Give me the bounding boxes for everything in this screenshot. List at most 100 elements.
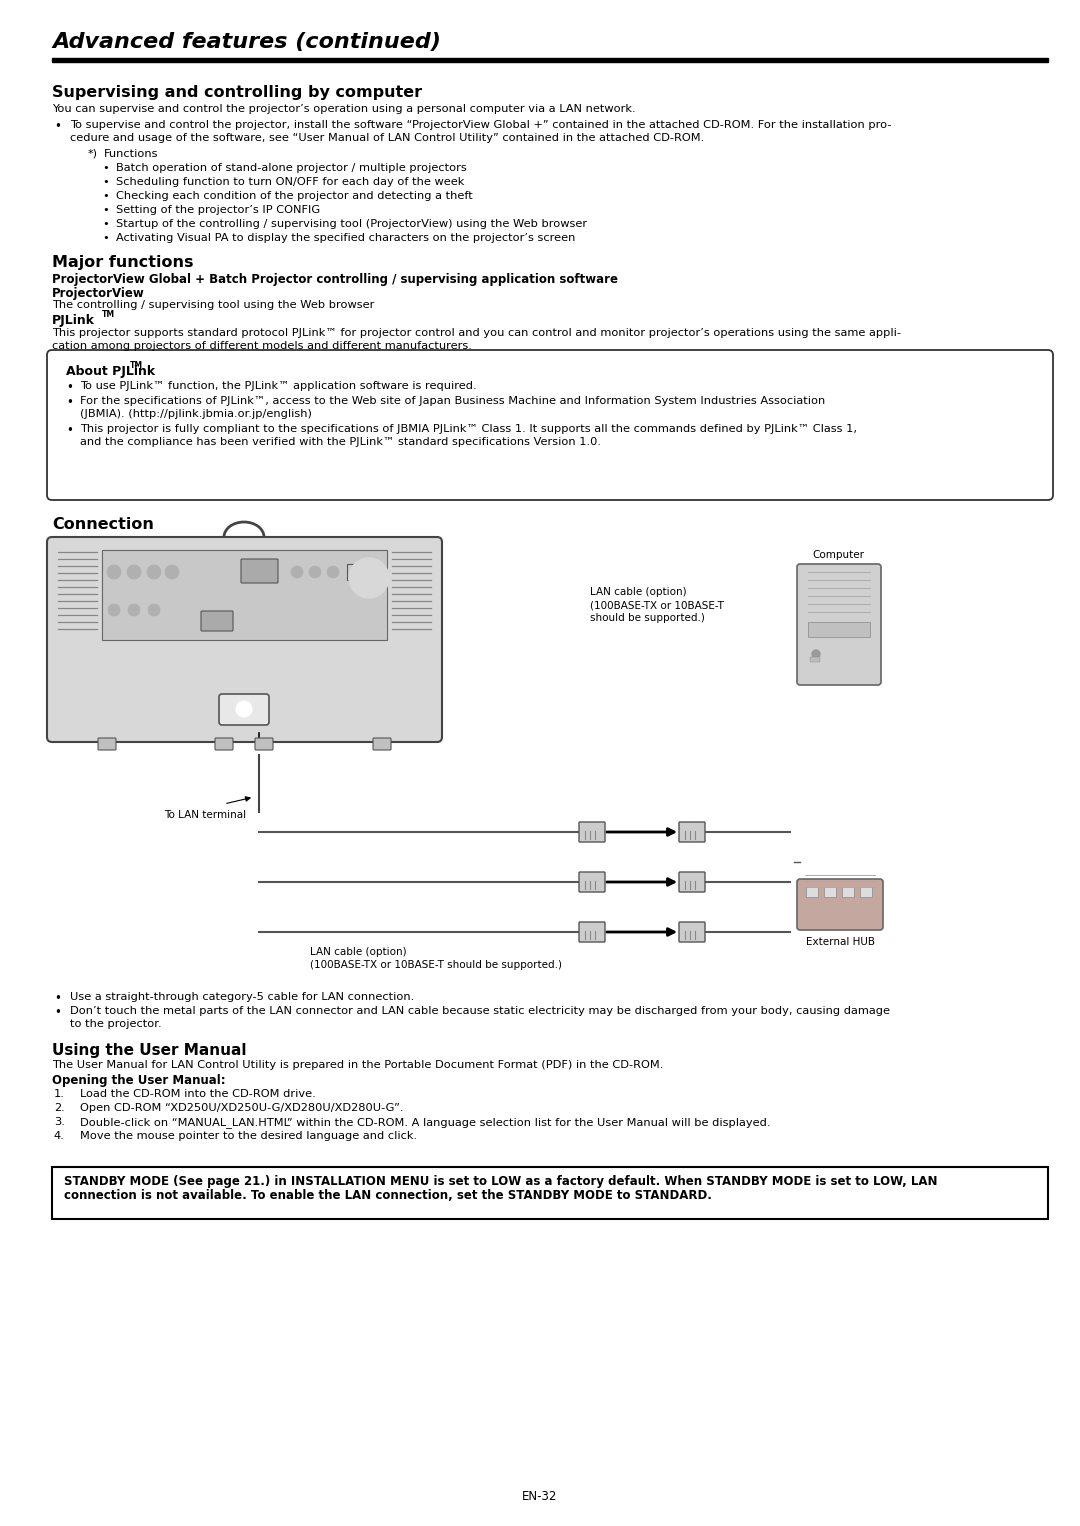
FancyBboxPatch shape xyxy=(201,610,233,630)
Text: Move the mouse pointer to the desired language and click.: Move the mouse pointer to the desired la… xyxy=(80,1131,417,1141)
Text: •: • xyxy=(54,121,60,133)
Circle shape xyxy=(148,604,160,617)
Text: M-D: M-D xyxy=(207,635,215,639)
Text: •: • xyxy=(66,424,72,436)
Text: For the specifications of PJLink™, access to the Web site of Japan Business Mach: For the specifications of PJLink™, acces… xyxy=(80,397,825,406)
FancyBboxPatch shape xyxy=(579,823,605,842)
FancyBboxPatch shape xyxy=(215,739,233,749)
Text: Supervising and controlling by computer: Supervising and controlling by computer xyxy=(52,85,422,101)
Text: AC IN: AC IN xyxy=(238,702,251,707)
Text: AUDIO OUT    USB IN    MONITOR OUT    SERIAL: AUDIO OUT USB IN MONITOR OUT SERIAL xyxy=(107,595,203,600)
Bar xyxy=(860,887,872,897)
Text: Checking each condition of the projector and detecting a theft: Checking each condition of the projector… xyxy=(116,191,473,201)
Text: Startup of the controlling / supervising tool (ProjectorView) using the Web brow: Startup of the controlling / supervising… xyxy=(116,220,588,229)
Text: Computer: Computer xyxy=(812,549,864,560)
Text: COMPUTER
COMPONENT VIDEO: COMPUTER COMPONENT VIDEO xyxy=(242,555,283,563)
Text: To supervise and control the projector, install the software “ProjectorView Glob: To supervise and control the projector, … xyxy=(70,121,891,130)
Text: This projector is fully compliant to the specifications of JBMIA PJLink™ Class 1: This projector is fully compliant to the… xyxy=(80,424,858,433)
FancyBboxPatch shape xyxy=(579,922,605,942)
Text: Functions: Functions xyxy=(104,150,159,159)
Bar xyxy=(810,658,820,662)
Bar xyxy=(102,549,387,639)
Text: Opening the User Manual:: Opening the User Manual: xyxy=(52,1074,226,1087)
Circle shape xyxy=(127,565,141,578)
FancyBboxPatch shape xyxy=(579,871,605,893)
Text: (JBMIA). (http://pjlink.jbmia.or.jp/english): (JBMIA). (http://pjlink.jbmia.or.jp/engl… xyxy=(80,409,312,420)
Bar xyxy=(806,887,818,897)
Text: connection is not available. To enable the LAN connection, set the STANDBY MODE : connection is not available. To enable t… xyxy=(64,1189,712,1202)
Text: About PJLink: About PJLink xyxy=(66,365,156,378)
Text: •: • xyxy=(54,992,60,1006)
FancyBboxPatch shape xyxy=(679,922,705,942)
Bar xyxy=(52,58,1048,63)
Text: AUDIO IN-3  AUDIO IN-4  S-VIDEO: AUDIO IN-3 AUDIO IN-4 S-VIDEO xyxy=(107,618,175,623)
Text: Double-click on “MANUAL_LAN.HTML” within the CD-ROM. A language selection list f: Double-click on “MANUAL_LAN.HTML” within… xyxy=(80,1117,770,1128)
Text: •: • xyxy=(102,220,109,229)
FancyBboxPatch shape xyxy=(797,565,881,685)
Text: and the compliance has been verified with the PJLink™ standard specifications Ve: and the compliance has been verified wit… xyxy=(80,436,600,447)
Text: •: • xyxy=(54,1006,60,1019)
Text: 3.: 3. xyxy=(54,1117,65,1128)
Circle shape xyxy=(309,566,321,578)
Text: Scheduling function to turn ON/OFF for each day of the week: Scheduling function to turn ON/OFF for e… xyxy=(116,177,464,188)
Circle shape xyxy=(108,604,120,617)
Text: •: • xyxy=(102,191,109,201)
Text: •: • xyxy=(102,177,109,188)
Circle shape xyxy=(165,565,179,578)
Text: Load the CD-ROM into the CD-ROM drive.: Load the CD-ROM into the CD-ROM drive. xyxy=(80,1090,315,1099)
Circle shape xyxy=(327,566,339,578)
Bar xyxy=(347,565,361,580)
Text: LAN cable (option): LAN cable (option) xyxy=(310,948,407,957)
Text: LAN cable (option): LAN cable (option) xyxy=(590,588,687,597)
Text: cedure and usage of the software, see “User Manual of LAN Control Utility” conta: cedure and usage of the software, see “U… xyxy=(70,133,704,143)
Text: EN-32: EN-32 xyxy=(523,1489,557,1503)
Text: AUDIO IN-1  AUDIO IN-2  S-VIDEO: AUDIO IN-1 AUDIO IN-2 S-VIDEO xyxy=(107,555,175,559)
Text: The controlling / supervising tool using the Web browser: The controlling / supervising tool using… xyxy=(52,301,375,310)
FancyBboxPatch shape xyxy=(48,537,442,742)
Text: Batch operation of stand-alone projector / multiple projectors: Batch operation of stand-alone projector… xyxy=(116,163,467,172)
Text: TM: TM xyxy=(102,310,116,319)
Text: (100BASE-TX or 10BASE-T should be supported.): (100BASE-TX or 10BASE-T should be suppor… xyxy=(310,960,562,971)
FancyBboxPatch shape xyxy=(255,739,273,749)
FancyBboxPatch shape xyxy=(373,739,391,749)
Text: *): *) xyxy=(87,150,98,159)
Text: •: • xyxy=(102,233,109,243)
Text: PJLink: PJLink xyxy=(52,314,95,327)
Text: •: • xyxy=(66,397,72,409)
Text: ProjectorView Global + Batch Projector controlling / supervising application sof: ProjectorView Global + Batch Projector c… xyxy=(52,273,618,285)
Text: to the projector.: to the projector. xyxy=(70,1019,162,1029)
Circle shape xyxy=(291,566,303,578)
Circle shape xyxy=(237,700,252,717)
Circle shape xyxy=(129,604,140,617)
Bar xyxy=(52,1167,1048,1219)
Text: Open CD-ROM “XD250U/XD250U-G/XD280U/XD280U-G”.: Open CD-ROM “XD250U/XD250U-G/XD280U/XD28… xyxy=(80,1103,404,1112)
Text: cation among projectors of different models and different manufacturers.: cation among projectors of different mod… xyxy=(52,340,472,351)
Text: Connection: Connection xyxy=(52,517,153,533)
FancyBboxPatch shape xyxy=(48,349,1053,501)
Text: Don’t touch the metal parts of the LAN connector and LAN cable because static el: Don’t touch the metal parts of the LAN c… xyxy=(70,1006,890,1016)
Text: To LAN terminal: To LAN terminal xyxy=(164,810,246,819)
Text: •: • xyxy=(102,163,109,172)
FancyBboxPatch shape xyxy=(797,879,883,929)
Text: ProjectorView: ProjectorView xyxy=(52,287,145,301)
Text: This projector supports standard protocol PJLink™ for projector control and you : This projector supports standard protoco… xyxy=(52,328,901,339)
Text: 1.: 1. xyxy=(54,1090,65,1099)
Text: External HUB: External HUB xyxy=(806,937,875,948)
Text: Use a straight-through category-5 cable for LAN connection.: Use a straight-through category-5 cable … xyxy=(70,992,415,1003)
Text: The User Manual for LAN Control Utility is prepared in the Portable Document For: The User Manual for LAN Control Utility … xyxy=(52,1061,663,1070)
Text: •: • xyxy=(102,204,109,215)
Circle shape xyxy=(812,650,820,658)
Bar xyxy=(842,887,854,897)
Circle shape xyxy=(107,565,121,578)
Text: Major functions: Major functions xyxy=(52,255,193,270)
Circle shape xyxy=(349,559,389,598)
FancyBboxPatch shape xyxy=(98,739,116,749)
Text: STANDBY MODE (See page 21.) in INSTALLATION MENU is set to LOW as a factory defa: STANDBY MODE (See page 21.) in INSTALLAT… xyxy=(64,1175,937,1189)
Text: Using the User Manual: Using the User Manual xyxy=(52,1042,246,1058)
Text: should be supported.): should be supported.) xyxy=(590,613,705,623)
Text: 2.: 2. xyxy=(54,1103,65,1112)
Text: (100BASE-TX or 10BASE-T: (100BASE-TX or 10BASE-T xyxy=(590,600,724,610)
Text: Setting of the projector’s IP CONFIG: Setting of the projector’s IP CONFIG xyxy=(116,204,320,215)
FancyBboxPatch shape xyxy=(679,823,705,842)
Text: •: • xyxy=(66,382,72,394)
